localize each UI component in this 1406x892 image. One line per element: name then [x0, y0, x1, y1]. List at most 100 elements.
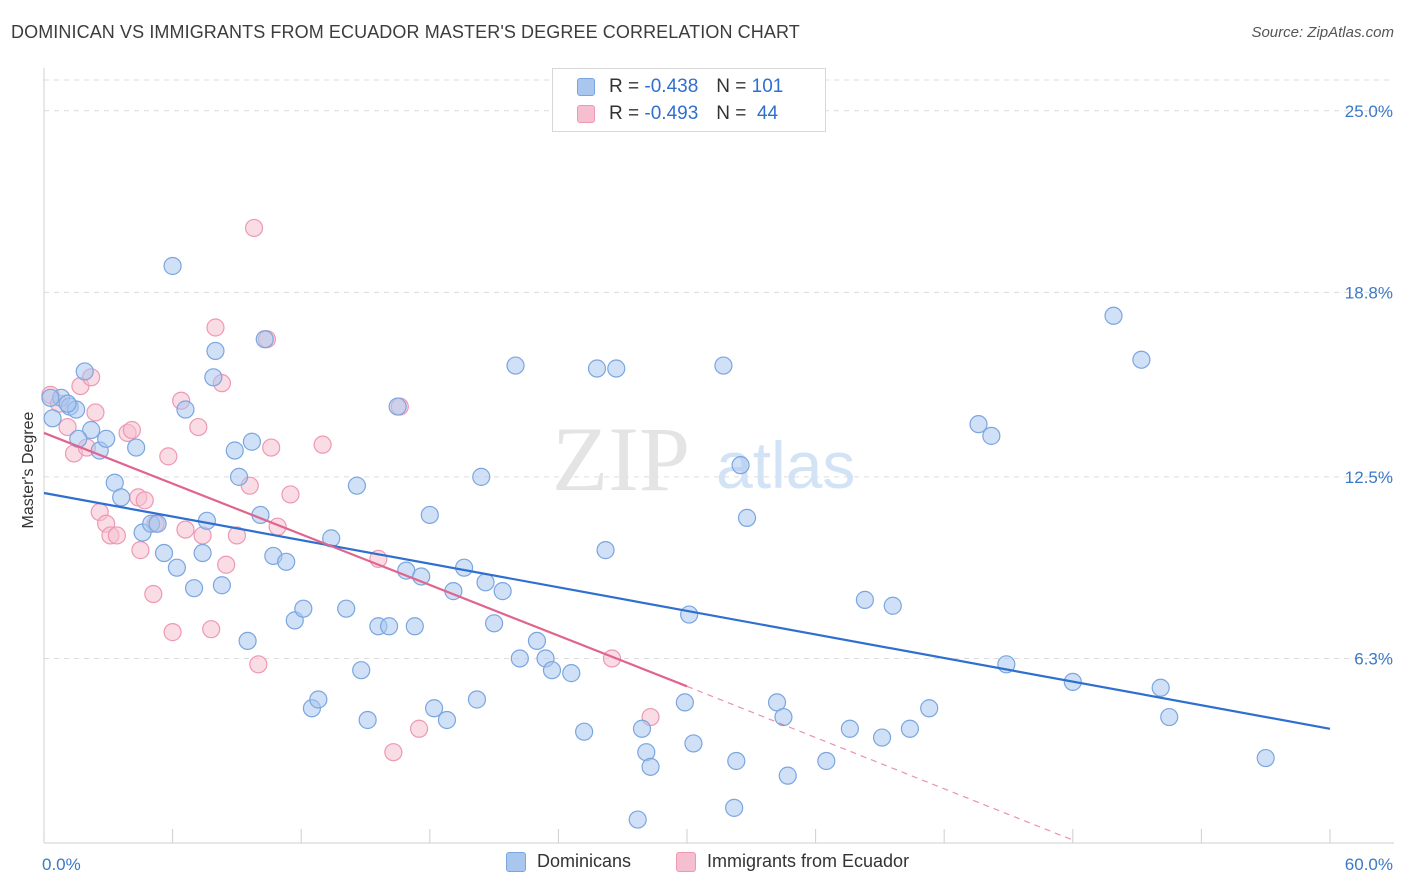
ecuador-points: [41, 218, 660, 762]
data-point: [148, 514, 167, 533]
data-point: [737, 508, 757, 527]
data-point: [212, 576, 231, 595]
data-point: [485, 614, 504, 633]
legend-n-label: N =: [716, 103, 747, 124]
data-point: [176, 520, 195, 539]
data-point: [277, 552, 296, 571]
data-point: [163, 623, 182, 642]
tick-labels: 6.3% 12.5% 18.8% 25.0% 0.0% 60.0%: [42, 102, 1393, 874]
data-point: [872, 728, 892, 747]
legend-swatch-dominicans: [577, 78, 595, 96]
data-point: [176, 400, 195, 419]
data-point: [58, 394, 77, 413]
data-point: [1256, 748, 1275, 768]
data-point: [1151, 678, 1170, 697]
axes: [43, 68, 1394, 844]
data-point: [206, 341, 225, 361]
data-point: [506, 356, 525, 375]
data-point: [135, 491, 154, 510]
data-point: [388, 397, 407, 416]
legend-r-value: -0.438: [644, 76, 699, 97]
data-point: [596, 541, 615, 560]
legend-row-dominicans: R = -0.438 N = 101: [577, 75, 783, 99]
data-point: [97, 429, 116, 448]
data-point: [472, 467, 491, 486]
series-label-ecuador: Immigrants from Ecuador: [707, 851, 910, 871]
data-point: [144, 584, 163, 604]
data-point: [244, 218, 264, 238]
data-point: [58, 417, 77, 437]
series-label-dominicans: Dominicans: [537, 851, 632, 871]
correlation-legend: R = -0.438 N = 101 R = -0.493 N = 44: [552, 68, 826, 132]
series-legend-ecuador[interactable]: Immigrants from Ecuador: [676, 851, 909, 872]
data-point: [154, 543, 174, 563]
y-tick-label: 12.5%: [1345, 468, 1393, 487]
data-point: [127, 438, 146, 457]
data-point: [628, 810, 647, 829]
data-point: [204, 368, 223, 387]
data-point: [225, 441, 244, 460]
data-point: [384, 743, 403, 762]
data-point: [587, 359, 607, 378]
data-point: [409, 719, 429, 738]
data-point: [405, 617, 424, 636]
x-tick-label: 60.0%: [1345, 855, 1393, 874]
data-point: [82, 420, 101, 440]
series-legend-dominicans[interactable]: Dominicans: [506, 851, 631, 872]
data-point: [714, 356, 733, 375]
data-point: [725, 798, 744, 817]
data-point: [680, 605, 699, 624]
y-tick-label: 6.3%: [1354, 649, 1393, 668]
data-point: [347, 476, 367, 495]
legend-r-label: R =: [609, 76, 640, 97]
data-point: [840, 719, 859, 738]
series-swatch-dominicans: [506, 851, 526, 872]
legend-r-value: -0.493: [644, 103, 699, 124]
data-point: [159, 447, 178, 466]
trend-line-ecuador: [43, 431, 688, 688]
data-point: [313, 435, 332, 454]
data-point: [242, 432, 262, 451]
data-point: [358, 710, 377, 730]
data-point: [163, 256, 182, 276]
legend-n-label: N =: [716, 76, 747, 97]
legend-n-value: 101: [751, 76, 784, 97]
dominican-points: [41, 256, 1275, 829]
data-point: [227, 526, 246, 545]
data-point: [454, 558, 474, 577]
data-point: [1132, 350, 1151, 369]
chart-title: DOMINICAN VS IMMIGRANTS FROM ECUADOR MAS…: [11, 22, 800, 42]
data-point: [379, 617, 399, 636]
data-point: [542, 661, 562, 680]
series-swatch-ecuador: [676, 851, 696, 872]
trend-lines: [43, 431, 1331, 841]
data-point: [982, 426, 1001, 445]
data-point: [281, 485, 300, 504]
data-point: [817, 751, 836, 771]
data-point: [238, 631, 257, 651]
data-point: [437, 710, 457, 730]
data-point: [774, 707, 793, 727]
data-point: [309, 690, 328, 709]
trend-line-dominicans: [43, 491, 1331, 730]
data-point: [883, 596, 902, 615]
data-point: [189, 417, 208, 437]
data-point: [727, 751, 746, 771]
data-point: [131, 541, 150, 560]
data-point: [112, 488, 131, 507]
watermark-zip: ZIP: [552, 408, 690, 510]
data-point: [217, 555, 236, 574]
data-point: [510, 649, 529, 668]
legend-n-value: 44: [756, 103, 779, 124]
x-tick-label: 0.0%: [42, 855, 81, 874]
data-point: [575, 722, 594, 741]
data-point: [193, 543, 212, 563]
legend-row-ecuador: R = -0.493 N = 44: [577, 102, 778, 126]
data-point: [562, 664, 581, 683]
data-point: [684, 734, 703, 753]
data-point: [424, 699, 444, 718]
data-point: [202, 620, 221, 639]
legend-swatch-ecuador: [577, 105, 595, 123]
data-point: [249, 655, 268, 674]
